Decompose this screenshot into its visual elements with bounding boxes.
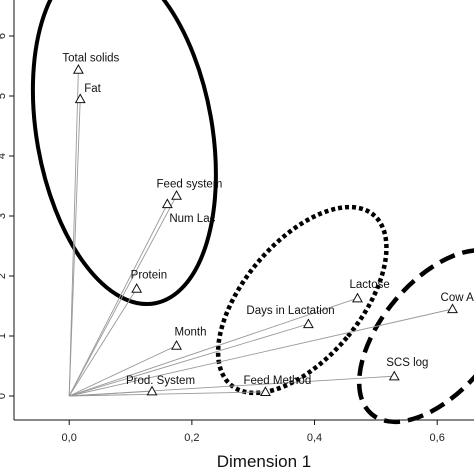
point-marker-num-lac (161, 198, 173, 209)
x-tick-label: 0,6 (430, 432, 445, 444)
point-marker-total-solids (72, 63, 84, 74)
point-label-fat: Fat (84, 83, 101, 95)
group-ellipses (30, 0, 474, 425)
point-label-prod-system: Prod. System (126, 375, 195, 387)
x-tick-label: 0,2 (184, 432, 199, 444)
vector-line (69, 308, 453, 397)
vector-line (68, 98, 81, 397)
point-label-num-lac: Num Lac (169, 213, 215, 225)
y-tick-label: 4 (0, 153, 8, 159)
point-label-month: Month (175, 327, 207, 339)
x-axis-title: Dimension 1 (217, 452, 312, 471)
vector-line (69, 297, 358, 397)
y-tick-label: 1 (0, 333, 8, 339)
point-label-cow-age: Cow Age (441, 292, 474, 304)
group-ellipse-solid (30, 0, 218, 307)
point-marker-fat (74, 93, 86, 104)
group-ellipse-dashed (356, 247, 474, 425)
vector-line (68, 69, 79, 397)
point-marker-days-in-lactation (302, 318, 314, 329)
axes: 0,0 0,2 0,4 0,6 0 1 2 3 4 5 6 (0, 0, 474, 444)
y-tick-label: 6 (0, 33, 8, 39)
point-label-feed-system: Feed system (157, 179, 223, 191)
point-marker-scs-log (388, 370, 400, 381)
x-tick-label: 0,4 (307, 432, 322, 444)
point-label-protein: Protein (131, 270, 167, 282)
y-tick-label: 3 (0, 213, 8, 219)
data-points: Total solids Fat Feed system Num Lac Protein… (62, 53, 474, 396)
vector-line (68, 288, 138, 397)
point-label-total-solids: Total solids (62, 53, 119, 65)
point-label-days-in-lactation: Days in Lactation (246, 305, 334, 317)
y-tick-label: 5 (0, 93, 8, 99)
vector-line (69, 345, 177, 397)
vector-line (69, 391, 266, 397)
point-marker-prod-system (146, 385, 158, 396)
vector-lines (68, 69, 453, 397)
vector-line (69, 375, 395, 397)
point-label-scs-log: SCS log (386, 357, 428, 369)
point-marker-protein (131, 282, 143, 293)
vector-line (69, 323, 309, 397)
x-tick-label: 0,0 (62, 432, 77, 444)
y-tick-label: 0 (0, 393, 8, 399)
vector-line (68, 203, 168, 397)
y-tick-label: 2 (0, 273, 8, 279)
vector-line (68, 195, 177, 397)
point-label-feed-method: Feed Method (243, 375, 311, 387)
point-label-lactose: Lactose (349, 279, 389, 291)
point-marker-feed-method (260, 386, 271, 396)
point-marker-cow-age (447, 303, 458, 314)
point-marker-lactose (352, 292, 363, 303)
group-ellipse-dotted (215, 204, 389, 396)
point-marker-feed-system (171, 189, 182, 200)
point-marker-month (171, 339, 182, 350)
